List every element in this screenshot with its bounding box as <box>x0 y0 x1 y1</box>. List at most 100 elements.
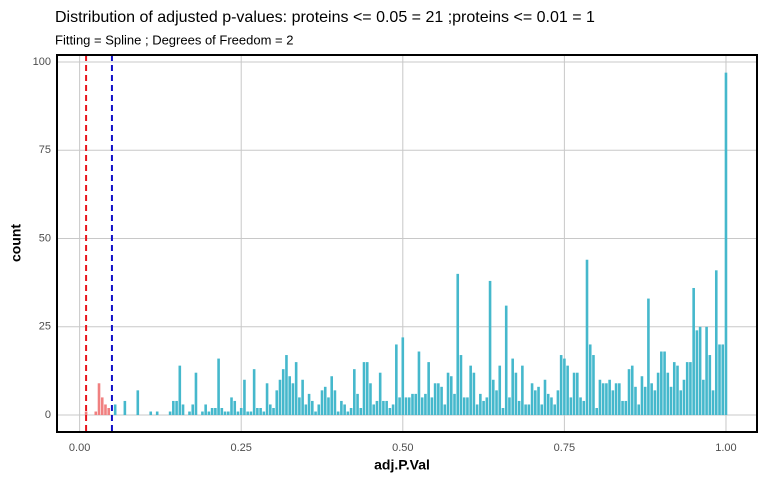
bar <box>685 362 689 416</box>
bar <box>307 393 311 416</box>
bar <box>469 365 472 416</box>
bar <box>401 337 405 416</box>
bar <box>427 362 430 416</box>
chart-title: Distribution of adjusted p-values: prote… <box>55 9 595 26</box>
bar <box>698 326 702 416</box>
bar <box>504 305 508 416</box>
bar <box>314 411 317 416</box>
bar <box>398 397 401 416</box>
panel-border <box>56 54 758 433</box>
bar <box>543 379 547 416</box>
bar <box>168 411 172 416</box>
bar <box>592 355 595 416</box>
x-axis-label: adj.P.Val <box>374 457 430 473</box>
bar <box>94 411 98 416</box>
bar <box>194 372 198 416</box>
y-tick-label: 0 <box>45 409 51 421</box>
bar <box>695 330 699 416</box>
bar <box>104 404 107 416</box>
bar <box>336 411 340 416</box>
bar <box>627 369 631 416</box>
bar <box>566 365 569 416</box>
bar <box>288 376 291 416</box>
bar <box>385 400 388 416</box>
bar <box>349 407 353 416</box>
bar <box>491 379 495 416</box>
bar <box>714 270 718 416</box>
bar <box>462 397 466 416</box>
bar <box>530 383 534 416</box>
bar <box>395 344 398 416</box>
bar <box>340 400 343 416</box>
bar <box>514 372 518 416</box>
bar <box>311 400 314 416</box>
bar <box>598 379 602 416</box>
y-axis-label: count <box>8 224 24 262</box>
bar <box>239 407 243 416</box>
x-tick-label: 0.00 <box>69 442 90 454</box>
bar <box>656 372 660 416</box>
bar <box>534 390 537 416</box>
bar <box>233 400 237 416</box>
bar <box>191 404 195 416</box>
bar <box>692 287 695 416</box>
bar <box>579 397 582 416</box>
bar <box>378 372 382 416</box>
bar <box>643 386 647 416</box>
bar <box>660 351 663 416</box>
bar <box>155 411 159 416</box>
bar <box>637 404 641 416</box>
bar <box>204 404 207 416</box>
bar <box>553 404 556 416</box>
bar <box>630 365 634 416</box>
bar <box>618 383 621 416</box>
bar <box>346 411 350 416</box>
bar <box>601 383 605 416</box>
bar <box>672 362 676 416</box>
bar <box>705 326 708 416</box>
bar <box>226 411 230 416</box>
bar <box>711 390 715 416</box>
bar <box>333 390 337 416</box>
bar <box>207 411 211 416</box>
bar <box>550 397 553 416</box>
bar <box>107 407 111 416</box>
bar <box>624 400 628 416</box>
bar <box>424 393 427 416</box>
bar <box>343 404 346 416</box>
bar <box>563 358 566 416</box>
bar <box>181 404 185 416</box>
bar <box>524 404 527 416</box>
bar <box>546 393 550 416</box>
bar <box>304 404 308 416</box>
bar <box>353 369 356 416</box>
bar <box>466 397 469 416</box>
bar <box>634 386 637 416</box>
bar <box>453 393 456 416</box>
bar <box>585 259 589 416</box>
bar <box>252 369 256 416</box>
bar <box>217 358 220 416</box>
bar <box>537 386 540 416</box>
bar <box>576 372 579 416</box>
bar <box>650 383 653 416</box>
bar <box>556 390 560 416</box>
bar <box>420 397 424 416</box>
bar <box>136 390 140 416</box>
bar <box>495 390 498 416</box>
bar <box>479 393 482 416</box>
bar <box>582 400 586 416</box>
bar <box>201 411 204 416</box>
bar <box>498 365 502 416</box>
bar <box>97 383 101 416</box>
bar <box>259 407 262 416</box>
x-tick-label: 0.50 <box>392 442 413 454</box>
y-tick-label: 25 <box>39 321 51 333</box>
bar <box>679 390 683 416</box>
bar <box>178 365 182 416</box>
bar <box>188 411 191 416</box>
bar <box>433 383 437 416</box>
bar <box>669 386 673 416</box>
bar <box>485 397 489 416</box>
